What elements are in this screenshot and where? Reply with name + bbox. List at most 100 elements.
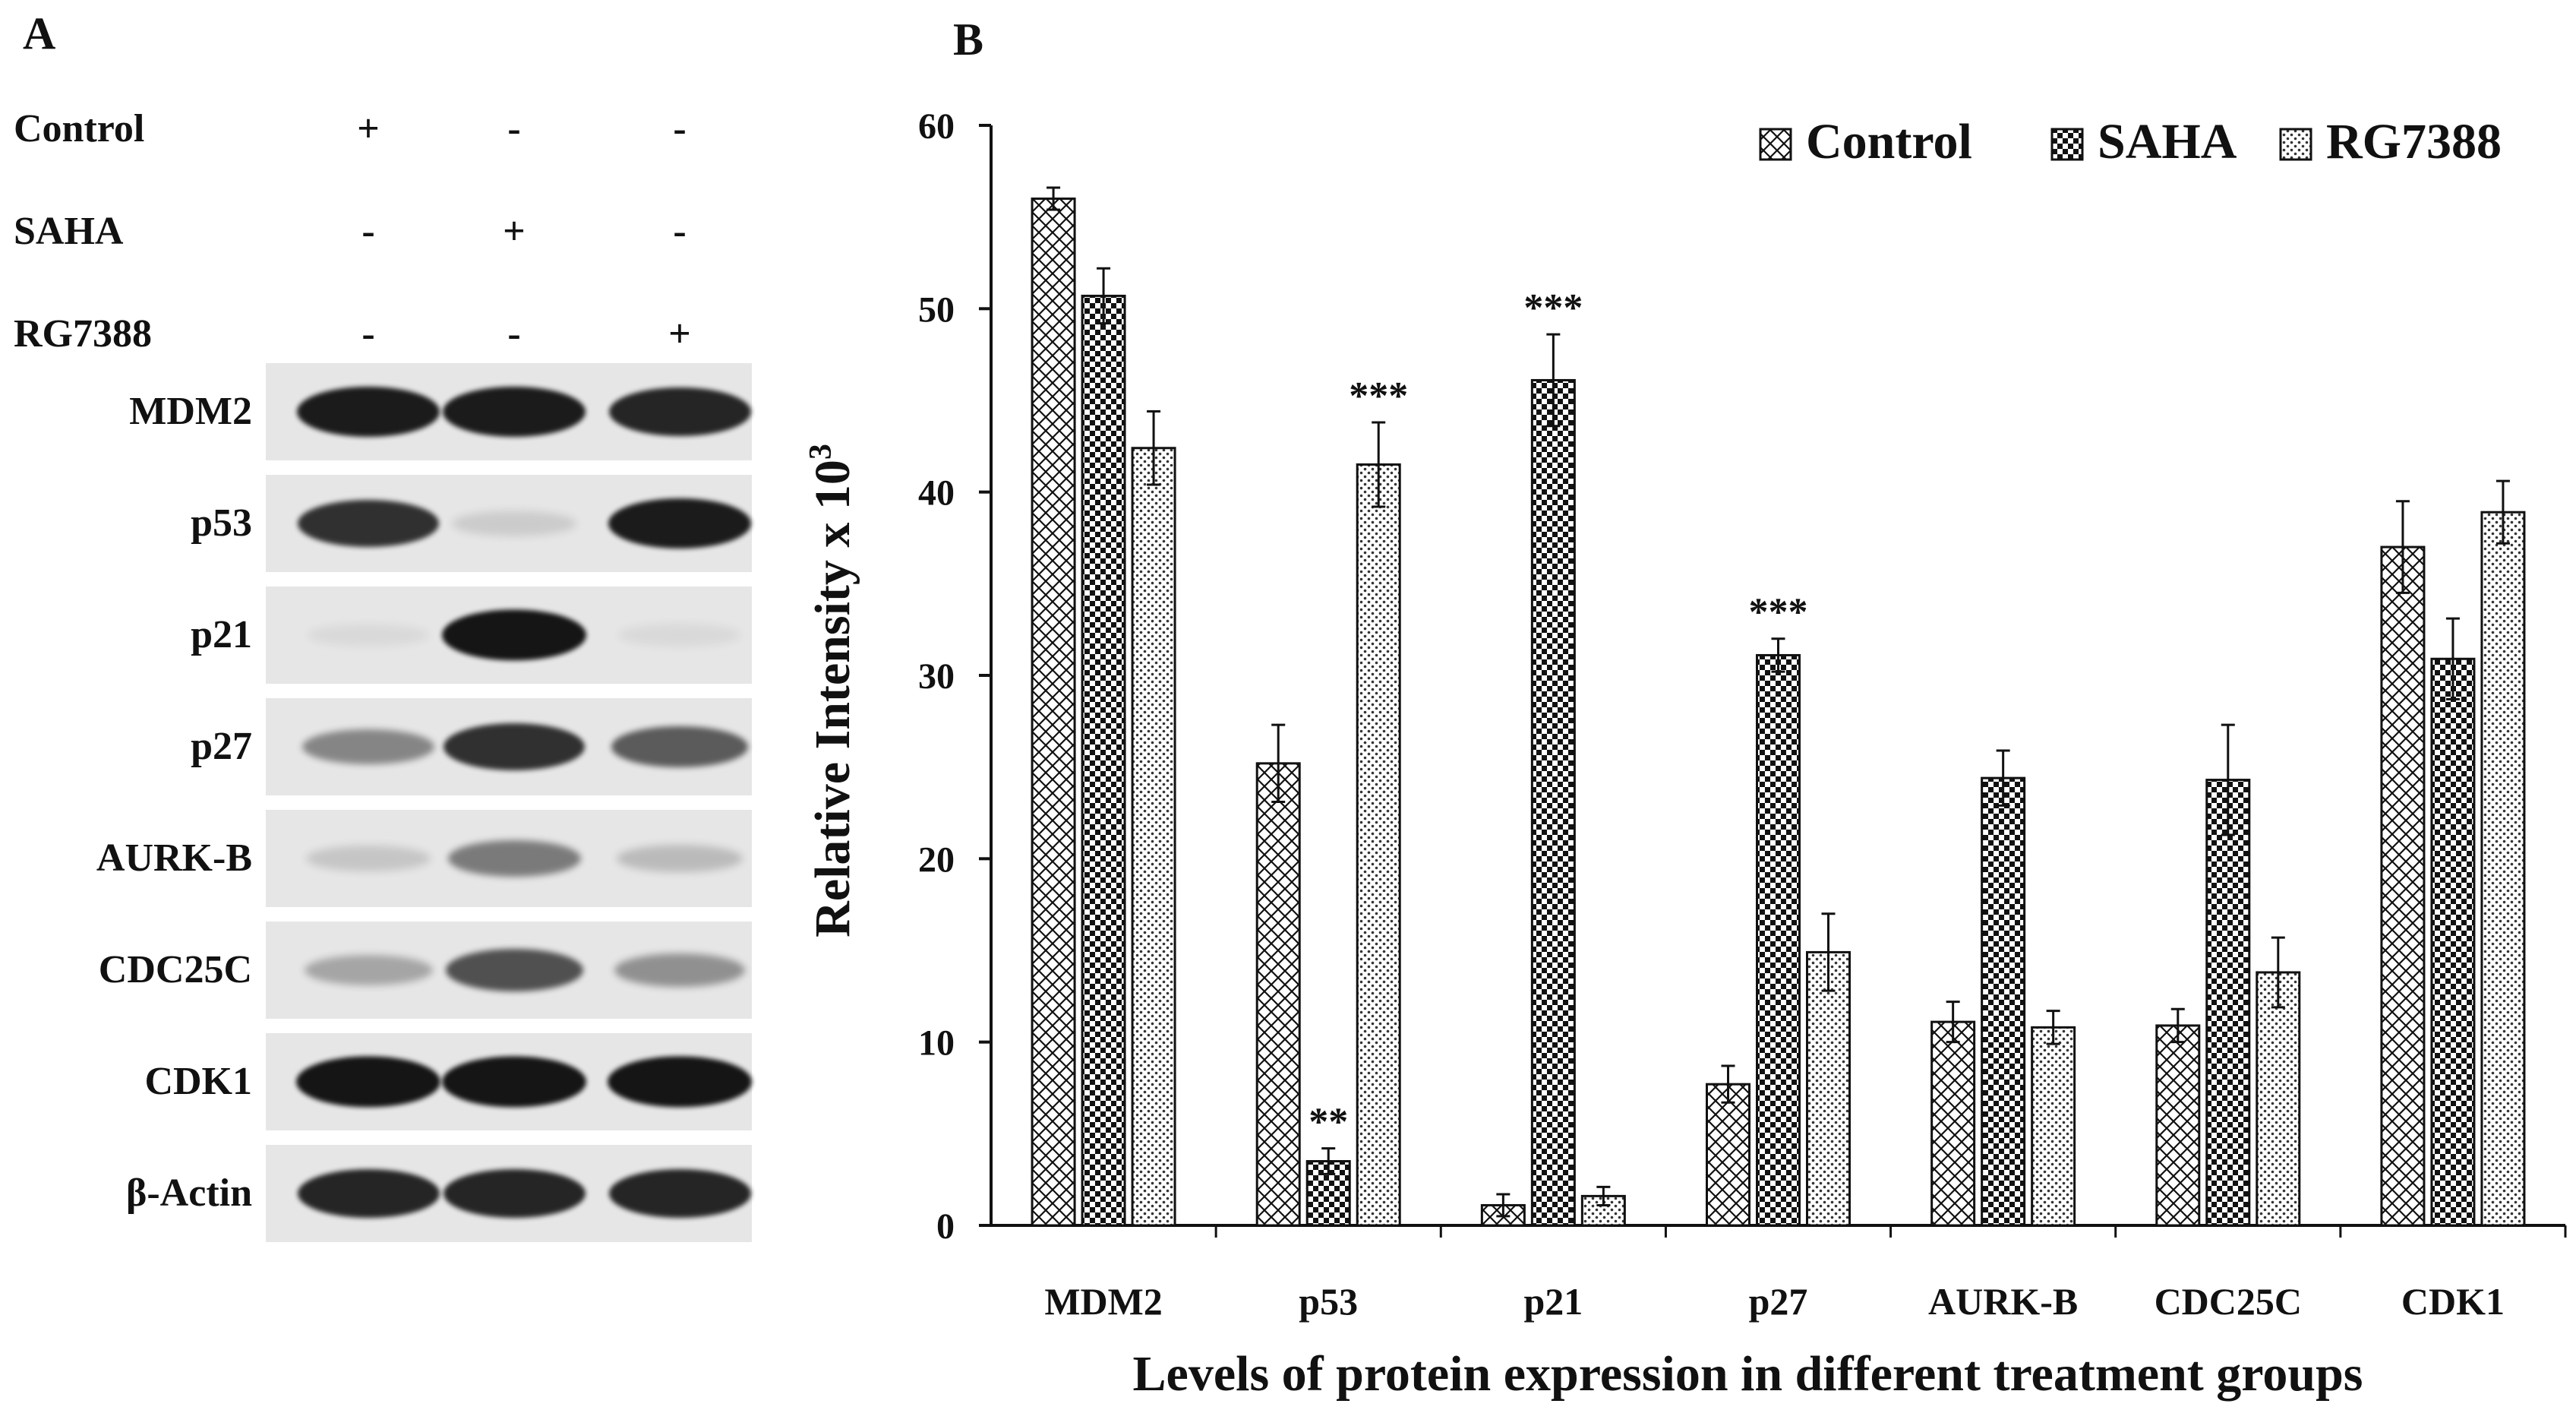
treatment-label-saha: SAHA <box>14 210 124 253</box>
bar <box>1255 762 1301 1227</box>
treatment-sign: - <box>507 107 521 150</box>
chart-axes: 0 10 20 30 40 50 60 <box>918 106 2567 1247</box>
blot-label: p21 <box>191 613 252 656</box>
x-axis-title: Levels of protein expression in differen… <box>1133 1346 2363 1402</box>
blot-label: CDK1 <box>144 1060 252 1103</box>
y-tick-label: 40 <box>918 473 955 514</box>
treatment-sign: - <box>507 312 521 356</box>
treatment-sign: - <box>361 210 375 253</box>
y-tick-label: 20 <box>918 839 955 880</box>
legend-swatch <box>1759 128 1792 161</box>
bar <box>2430 657 2476 1227</box>
x-tick-label: CDK1 <box>2401 1280 2505 1323</box>
blot-band <box>442 609 586 661</box>
y-tick-label: 30 <box>918 656 955 697</box>
bar <box>2155 1024 2201 1227</box>
blot-band <box>608 387 751 436</box>
x-tick-label: MDM2 <box>1044 1280 1163 1323</box>
legend-label: SAHA <box>2098 114 2237 169</box>
bar <box>1930 1020 1976 1227</box>
blot-label: β-Actin <box>125 1171 252 1215</box>
blot-row <box>266 698 752 795</box>
blot-row <box>266 1145 752 1242</box>
treatment-label-rg7388: RG7388 <box>14 312 152 356</box>
significance-label: *** <box>1523 286 1583 330</box>
blot-band <box>617 845 743 872</box>
blot-band <box>304 955 433 985</box>
significance-label: *** <box>1749 591 1808 634</box>
treatment-sign: - <box>673 107 687 150</box>
blot-row <box>266 1033 752 1130</box>
blot-label: CDC25C <box>98 948 252 991</box>
blot-label: AURK-B <box>96 836 252 880</box>
legend-swatch <box>2279 128 2312 161</box>
blot-band <box>618 624 741 647</box>
significance-label: *** <box>1349 375 1408 418</box>
blot-band <box>608 1056 752 1108</box>
legend-label: Control <box>1806 114 1972 169</box>
bar <box>1981 776 2026 1227</box>
panel-b-letter: B <box>953 14 984 65</box>
blot-band <box>447 840 581 877</box>
blot-band <box>296 387 440 437</box>
bar <box>1806 950 1851 1227</box>
blot-band <box>452 511 576 536</box>
y-tick-label: 60 <box>918 106 955 147</box>
blot-row <box>266 475 752 572</box>
blot-row <box>266 922 752 1019</box>
y-axis-title: Relative Intensity x 103 <box>803 444 860 937</box>
blot-label: MDM2 <box>129 390 252 433</box>
x-tick-label: p27 <box>1749 1280 1808 1323</box>
chart-labels: MDM2 p53 p21 p27 AURK-B CDC25C CDK1 Levels of p… <box>803 286 2505 1402</box>
blot-band <box>611 726 748 767</box>
bar <box>2256 971 2301 1227</box>
bar <box>1356 463 1401 1227</box>
treatment-sign: - <box>361 312 375 356</box>
blot-band <box>608 498 752 549</box>
blot-band <box>296 1056 440 1108</box>
blot-band <box>305 846 431 871</box>
blot-label: p27 <box>191 725 252 768</box>
blot-band <box>302 729 434 764</box>
blot-label: p53 <box>191 501 252 545</box>
chart-legend: Control SAHA RG7388 <box>1759 114 2502 169</box>
panel-a-letter: A <box>23 8 56 58</box>
treatment-sign: + <box>503 210 526 253</box>
treatment-sign: + <box>668 312 691 356</box>
x-tick-label: p53 <box>1299 1280 1358 1323</box>
blot-band <box>442 1056 586 1108</box>
blot-band <box>307 624 430 647</box>
bar <box>2205 779 2251 1227</box>
bar <box>2031 1026 2076 1227</box>
bar <box>1530 378 1576 1227</box>
bar <box>2380 545 2426 1227</box>
treatment-label-control: Control <box>14 107 145 150</box>
blot-band <box>444 723 585 770</box>
y-axis-title-superscript: 3 <box>803 444 838 460</box>
bar <box>1706 1083 1750 1227</box>
y-tick-label: 50 <box>918 289 955 330</box>
blot-band <box>443 1169 586 1218</box>
x-tick-label: CDC25C <box>2155 1280 2302 1323</box>
significance-label: ** <box>1309 1101 1348 1144</box>
blot-row <box>266 810 752 907</box>
blot-row <box>266 586 752 684</box>
bar <box>1756 653 1801 1227</box>
y-tick-label: 0 <box>936 1206 955 1247</box>
y-tick-label: 10 <box>918 1023 955 1064</box>
blot-band <box>297 1169 440 1218</box>
blot-row <box>266 363 752 460</box>
x-tick-label: AURK-B <box>1928 1280 2078 1323</box>
blot-band <box>614 953 745 987</box>
chart-bars <box>1031 186 2526 1227</box>
bar <box>1131 447 1176 1227</box>
blot-band <box>445 949 583 991</box>
legend-swatch <box>2050 128 2084 161</box>
blot-band <box>298 500 439 547</box>
bar <box>2480 511 2526 1227</box>
treatment-sign: + <box>357 107 380 150</box>
treatment-sign: - <box>673 210 687 253</box>
bar <box>1081 294 1126 1227</box>
